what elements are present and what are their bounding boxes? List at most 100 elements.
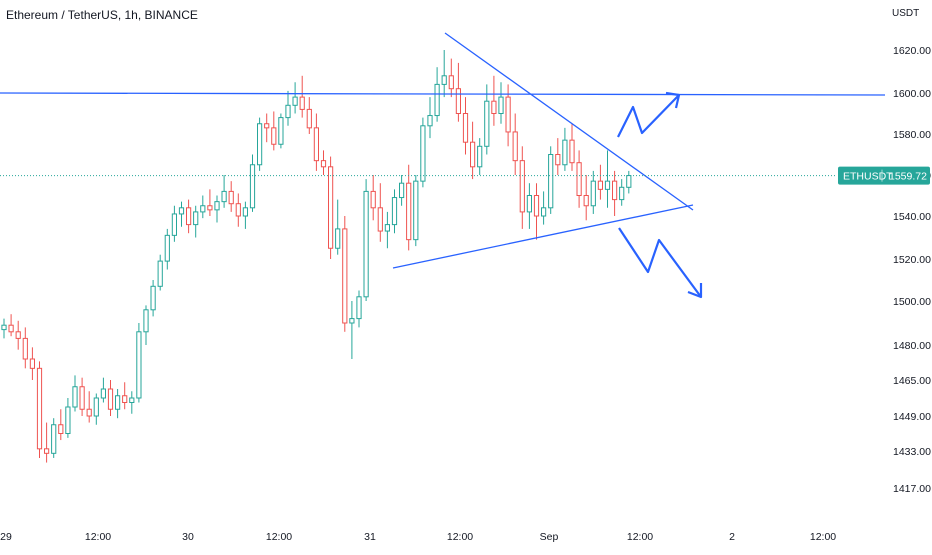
candle: [541, 191, 547, 225]
candle: [278, 113, 284, 149]
candle: [533, 183, 540, 240]
candle-body: [328, 166, 334, 249]
candle-body: [249, 164, 256, 209]
candle-body: [171, 213, 178, 236]
candle-body: [462, 113, 469, 143]
candle-body: [619, 186, 625, 201]
candle-body: [484, 100, 490, 147]
candle-body: [604, 180, 611, 190]
candle: [193, 205, 199, 238]
candle-body: [384, 224, 390, 232]
candle-body: [313, 127, 319, 162]
candle-body: [235, 203, 241, 217]
candle-body: [228, 190, 234, 205]
candle-body: [597, 180, 603, 190]
candle-body: [58, 424, 64, 434]
price-axis-tick-label: 1465.00: [893, 375, 931, 387]
time-axis-tick-label: 2: [729, 531, 735, 543]
candle-body: [612, 180, 618, 201]
candle: [65, 398, 71, 438]
candle-body: [257, 123, 263, 166]
candle: [626, 170, 632, 194]
candle-body: [157, 260, 163, 287]
candle-body: [22, 337, 28, 360]
candle: [455, 62, 461, 122]
candle: [526, 183, 532, 229]
last-price-tag: ETHUSDT 1559.72: [838, 166, 930, 185]
candle-body: [285, 104, 291, 119]
candle: [178, 201, 185, 227]
candle: [285, 90, 291, 126]
candle-body: [242, 207, 249, 217]
triangle-lower-trendline[interactable]: [392, 204, 694, 269]
candle: [299, 75, 305, 118]
candle: [562, 127, 568, 171]
candle: [122, 382, 128, 410]
time-axis[interactable]: 29 12:00 30 12:00 31 12:00 Sep 12:00 2 12:00: [0, 531, 836, 543]
candle-body: [491, 100, 497, 114]
candle: [484, 84, 490, 155]
candle-body: [29, 358, 35, 369]
candle-body: [370, 190, 376, 209]
candle: [320, 150, 327, 175]
candle-body: [349, 318, 355, 324]
candle: [171, 205, 178, 242]
breakout-up-arrowhead: [665, 91, 681, 109]
breakdown-down-arrow-path[interactable]: [618, 227, 702, 298]
candle-body: [427, 115, 433, 127]
candle-body: [44, 448, 50, 454]
resistance-horizontal-line[interactable]: [0, 92, 886, 96]
candle: [186, 199, 192, 234]
candle-body: [207, 205, 213, 211]
candle-body: [86, 408, 92, 417]
time-axis-tick-label: 31: [364, 531, 376, 543]
candle-body: [164, 234, 170, 262]
time-axis-tick-label: 12:00: [627, 531, 653, 543]
candle-body: [455, 88, 461, 114]
candle-body: [583, 195, 589, 207]
candle: [413, 175, 419, 247]
candle: [313, 113, 319, 171]
price-axis-unit: USDT: [892, 8, 920, 19]
candle-body: [200, 205, 206, 213]
price-axis-tick-label: 1433.00: [893, 446, 931, 458]
triangle-upper-trendline[interactable]: [444, 32, 694, 211]
candle: [44, 422, 50, 463]
candle-body: [100, 388, 107, 399]
candle: [491, 75, 497, 126]
candle-body: [193, 211, 199, 226]
candle: [79, 377, 85, 416]
price-axis-tick-label: 1600.00: [893, 88, 931, 100]
candle: [257, 117, 263, 171]
candle-body: [107, 388, 114, 410]
price-axis-tick-label: 1620.00: [893, 45, 931, 57]
candle-body: [555, 154, 561, 166]
breakout-up-arrow-path[interactable]: [617, 94, 680, 138]
trendline-drawings[interactable]: [0, 32, 886, 299]
candle: [51, 418, 57, 458]
candle-body: [448, 75, 454, 90]
price-axis[interactable]: 1620.001600.001580.001560.001540.001520.…: [893, 45, 931, 495]
candle-body: [292, 96, 298, 106]
candle-body: [470, 141, 476, 168]
candle: [406, 164, 412, 251]
candle: [363, 179, 369, 301]
candle-body: [150, 285, 156, 311]
candle-body: [363, 190, 369, 298]
candle: [207, 189, 213, 216]
time-axis-tick-label: 12:00: [85, 531, 111, 543]
candle-body: [320, 160, 327, 168]
candle: [576, 150, 582, 208]
candle-body: [72, 386, 78, 408]
breakdown-down-arrowhead: [687, 283, 703, 299]
price-axis-tick-label: 1449.00: [893, 411, 931, 423]
candle: [399, 175, 405, 206]
candle-body: [1, 324, 7, 331]
candle: [228, 181, 234, 212]
candle-body: [526, 195, 532, 213]
candle: [420, 117, 426, 188]
candle-body: [413, 180, 419, 241]
time-axis-tick-label: 12:00: [447, 531, 473, 543]
